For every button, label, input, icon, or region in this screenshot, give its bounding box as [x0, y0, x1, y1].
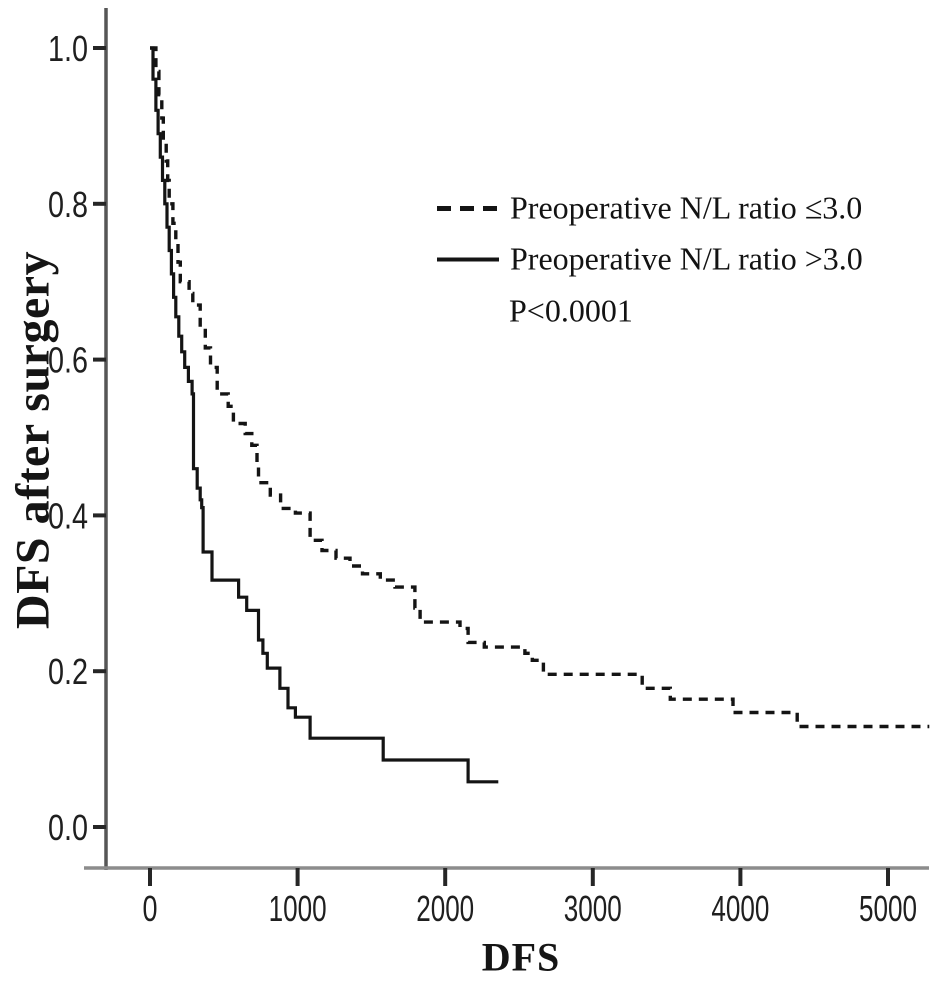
legend-item-ratio-le-3: Preoperative N/L ratio ≤3.0: [436, 190, 862, 227]
legend-label-ratio-le-3: Preoperative N/L ratio ≤3.0: [510, 189, 863, 226]
survival-curve-ratio-le-3: [150, 46, 930, 729]
x-tick-label: 1000: [269, 888, 327, 929]
y-tick-label: 0.2: [48, 651, 88, 692]
y-tick-label: 0.4: [48, 495, 88, 536]
legend-item-ratio-gt-3: Preoperative N/L ratio >3.0: [436, 241, 863, 278]
survival-curve-ratio-gt-3: [150, 46, 499, 784]
legend-label-ratio-gt-3: Preoperative N/L ratio >3.0: [510, 240, 863, 277]
x-axis-title: DFS: [481, 934, 561, 980]
x-tick-label: 0: [143, 888, 158, 929]
y-tick-label: 0.8: [48, 184, 88, 225]
p-value-text: P<0.0001: [509, 292, 633, 329]
y-axis-title: DFS after surgery: [6, 250, 60, 630]
solid-line-icon: [437, 257, 499, 261]
x-tick-label: 4000: [711, 888, 769, 929]
y-tick-label: 1.0: [48, 28, 88, 69]
x-tick-label: 3000: [564, 888, 622, 929]
x-tick-label: 2000: [416, 888, 474, 929]
x-tick-label: 5000: [859, 888, 917, 929]
dashed-line-icon: [437, 205, 499, 211]
p-value-annotation: P<0.0001: [509, 293, 633, 330]
y-tick-label: 0.6: [48, 340, 88, 381]
y-tick-label: 0.0: [48, 807, 88, 848]
